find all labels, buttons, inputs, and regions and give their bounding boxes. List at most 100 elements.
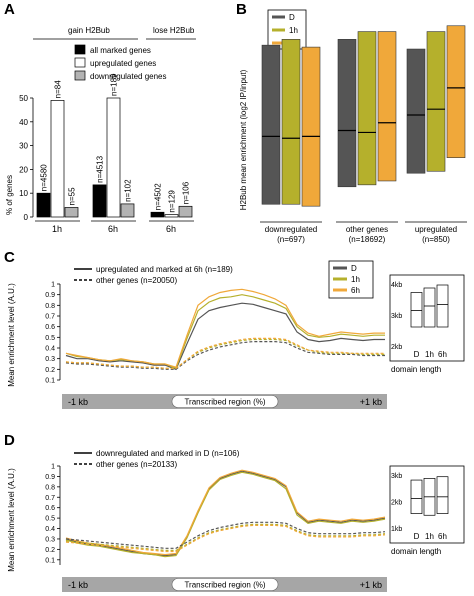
y-tick-label-a: 20 bbox=[19, 165, 28, 174]
x-tick-label-b: downregulated bbox=[265, 225, 317, 234]
inset-category-d: 6h bbox=[438, 532, 447, 541]
y-tick-label-d: 0.1 bbox=[45, 557, 55, 564]
inset-category-c: D bbox=[414, 350, 420, 359]
inset-box-c bbox=[436, 284, 449, 328]
legend-swatch-a bbox=[74, 70, 86, 81]
x-tick-label-b: (n=697) bbox=[277, 235, 305, 244]
inset-c: 4kb 3kb 2kb D 1h 6h domain length bbox=[389, 274, 465, 374]
inset-box-d bbox=[436, 476, 449, 514]
y-tick-label-c: 0.8 bbox=[45, 303, 55, 310]
y-axis-label-c: Mean enrichment level (A.U.) bbox=[7, 283, 16, 387]
x-label-region-c: Transcribed region (%) bbox=[184, 398, 265, 407]
x-tick-label-a: 6h bbox=[166, 224, 176, 234]
x-tick-label-b: other genes bbox=[346, 225, 388, 234]
legend-entry-a: all marked genes bbox=[90, 46, 151, 55]
y-tick-label-a: 40 bbox=[19, 118, 28, 127]
inset-y-label-c: 4kb bbox=[391, 282, 402, 289]
bar-b bbox=[281, 39, 301, 205]
lines-c bbox=[65, 288, 385, 371]
x-label-region-d: Transcribed region (%) bbox=[184, 581, 265, 590]
y-tick-label-c: 0.2 bbox=[45, 367, 55, 374]
y-tick-label-c: 0.7 bbox=[45, 314, 55, 321]
x-tick-label-b: (n=18692) bbox=[349, 235, 386, 244]
bar-b bbox=[357, 31, 377, 186]
legend-entry-d: other genes (n=20133) bbox=[96, 460, 178, 469]
series-line-c bbox=[65, 338, 385, 369]
bars-b bbox=[261, 25, 466, 207]
legend-swatch-a bbox=[74, 57, 86, 68]
bars-a: n=4580 n=84 n=55 n=4513 n=189 n=102 n=4502 n=12… bbox=[36, 73, 193, 218]
bar-a bbox=[36, 192, 51, 218]
bar-data-label-a: n=129 bbox=[168, 190, 177, 213]
legend-swatch-a bbox=[74, 44, 86, 55]
inset-y-label-d: 1kb bbox=[391, 526, 402, 533]
y-tick-label-a: 0 bbox=[24, 213, 29, 222]
x-label-end-d: +1 kb bbox=[360, 580, 382, 590]
series-line-c bbox=[65, 341, 385, 370]
bar-b bbox=[301, 46, 321, 207]
inset-y-label-d: 2kb bbox=[391, 500, 402, 507]
inset-x-label-c: domain length bbox=[391, 365, 441, 374]
y-tick-label-c: 0.1 bbox=[45, 378, 55, 385]
series-line-c bbox=[65, 337, 385, 369]
group-header-gain: gain H2Bub bbox=[68, 26, 110, 35]
y-tick-label-a: 50 bbox=[19, 94, 28, 103]
bar-data-label-a: n=84 bbox=[54, 80, 63, 99]
bar-b bbox=[446, 25, 466, 158]
y-tick-label-d: 0.6 bbox=[45, 505, 55, 512]
y-tick-label-d: 0.9 bbox=[45, 474, 55, 481]
x-tick-label-a: 6h bbox=[108, 224, 118, 234]
y-tick-label-d: 0.5 bbox=[45, 516, 55, 523]
y-tick-label-c: 0.9 bbox=[45, 292, 55, 299]
series-line-c bbox=[65, 294, 385, 370]
lines-d bbox=[65, 469, 386, 558]
bar-data-label-a: n=4502 bbox=[154, 183, 163, 210]
y-tick-label-d: 0.7 bbox=[45, 495, 55, 502]
bar-data-label-a: n=102 bbox=[124, 179, 133, 202]
group-header-lose: lose H2Bub bbox=[153, 26, 195, 35]
inset-y-label-c: 3kb bbox=[391, 313, 402, 320]
panel-letter-a: A bbox=[4, 1, 15, 18]
region-pill-d bbox=[171, 578, 279, 591]
legend-entry-a: downregulated genes bbox=[90, 72, 167, 81]
panel-letter-d: D bbox=[4, 432, 15, 449]
panel-b: H2Bub mean enrichment (log2 IP/input) D 1… bbox=[239, 9, 467, 244]
legend-entry-c: other genes (n=20050) bbox=[96, 276, 178, 285]
x-tick-label-a: 1h bbox=[52, 224, 62, 234]
bar-a bbox=[92, 184, 107, 218]
x-label-end-c: +1 kb bbox=[360, 397, 382, 407]
legend-entry-b: 1h bbox=[289, 26, 298, 35]
inset-category-c: 1h bbox=[425, 350, 434, 359]
bar-b bbox=[406, 48, 426, 174]
y-tick-label-d: 0.2 bbox=[45, 547, 55, 554]
y-tick-label-c: 0.6 bbox=[45, 324, 55, 331]
legend-color-entry-c: D bbox=[351, 264, 357, 273]
bar-a bbox=[106, 97, 121, 218]
inset-y-label-d: 3kb bbox=[391, 473, 402, 480]
bar-data-label-a: n=55 bbox=[68, 187, 77, 206]
bar-b bbox=[426, 31, 446, 172]
inset-category-d: 1h bbox=[425, 532, 434, 541]
inset-box-d bbox=[410, 479, 423, 514]
bar-data-label-a: n=4580 bbox=[40, 164, 49, 191]
region-pill-c bbox=[171, 395, 279, 408]
x-label-start-d: -1 kb bbox=[68, 580, 88, 590]
series-line-d bbox=[65, 469, 386, 556]
inset-box-c bbox=[410, 292, 423, 328]
inset-x-label-d: domain length bbox=[391, 547, 441, 556]
inset-category-d: D bbox=[414, 532, 420, 541]
x-tick-label-b: (n=850) bbox=[422, 235, 450, 244]
series-line-d bbox=[65, 471, 386, 558]
panel-a: gain H2Bub lose H2Bub all marked genes up… bbox=[5, 26, 196, 234]
x-labels-a: 1h 6h 6h bbox=[35, 220, 194, 234]
y-tick-label-c: 0.4 bbox=[45, 346, 55, 353]
y-tick-label-d: 0.8 bbox=[45, 484, 55, 491]
series-line-d bbox=[65, 521, 386, 549]
y-tick-label-c: 0.3 bbox=[45, 356, 55, 363]
bar-b bbox=[377, 31, 397, 182]
y-tick-label-a: 30 bbox=[19, 142, 28, 151]
x-region-bar-d: -1 kb Transcribed region (%) +1 kb bbox=[62, 577, 387, 592]
bar-a bbox=[178, 205, 193, 218]
legend-color-entry-c: 1h bbox=[351, 275, 360, 284]
y-axis-label-d: Mean enrichment level (A.U.) bbox=[7, 468, 16, 572]
